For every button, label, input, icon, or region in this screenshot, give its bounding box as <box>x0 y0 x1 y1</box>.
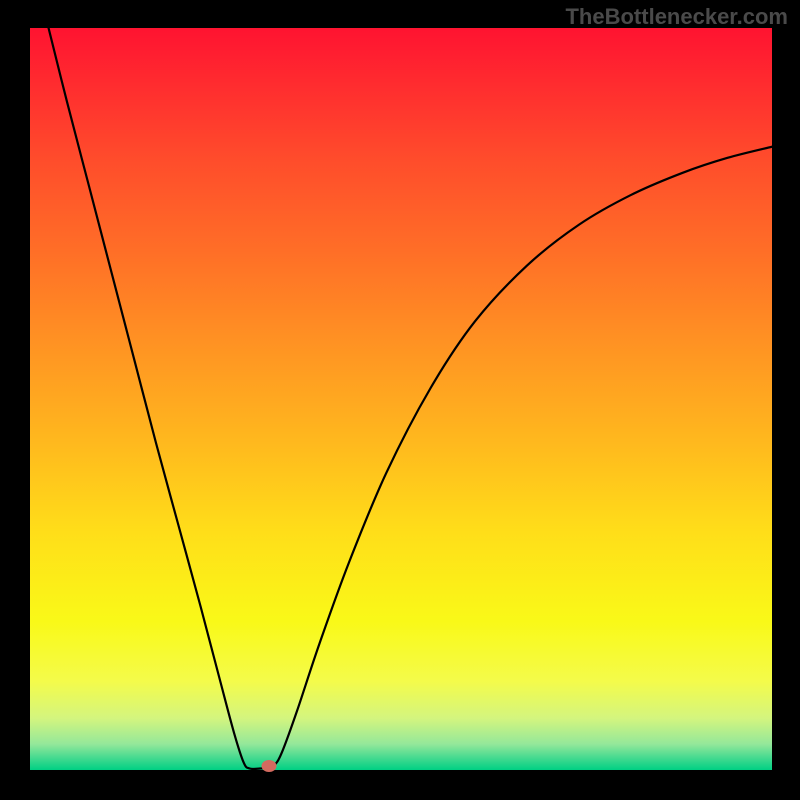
plot-area <box>30 28 772 770</box>
optimal-marker <box>261 760 276 772</box>
watermark-text: TheBottlenecker.com <box>565 4 788 30</box>
chart-container: TheBottlenecker.com <box>0 0 800 800</box>
bottleneck-curve <box>30 28 772 770</box>
